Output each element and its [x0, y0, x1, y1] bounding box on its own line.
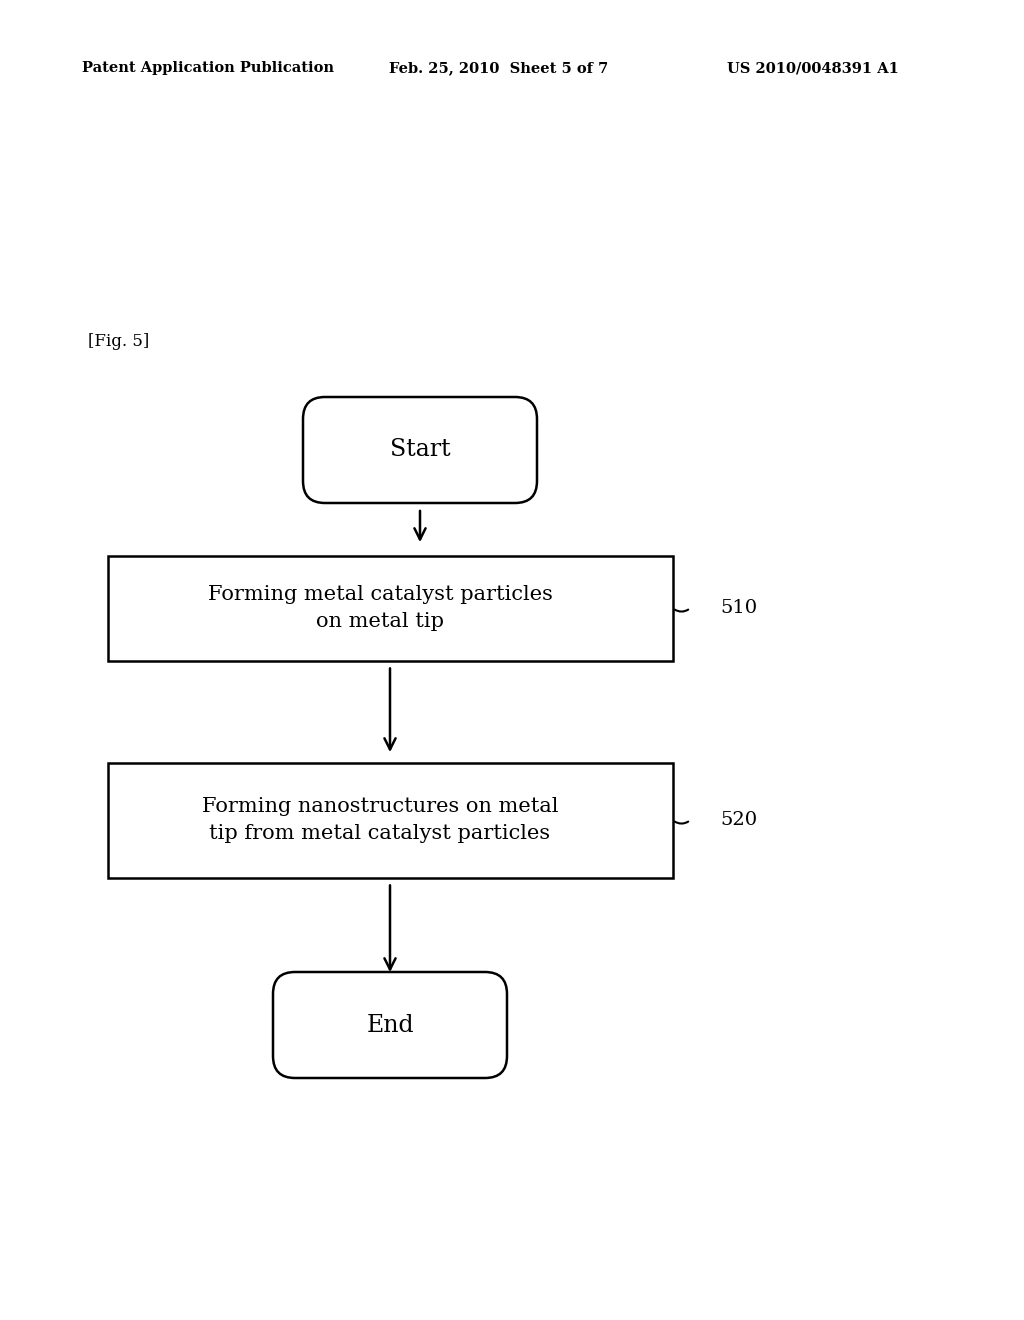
Text: Forming nanostructures on metal
tip from metal catalyst particles: Forming nanostructures on metal tip from…	[202, 797, 558, 842]
Bar	[108, 556, 673, 660]
Text: Feb. 25, 2010  Sheet 5 of 7: Feb. 25, 2010 Sheet 5 of 7	[389, 61, 608, 75]
Text: 510: 510	[721, 599, 758, 616]
Text: End: End	[367, 1014, 414, 1036]
Text: Patent Application Publication: Patent Application Publication	[82, 61, 334, 75]
FancyBboxPatch shape	[273, 972, 507, 1078]
Text: [Fig. 5]: [Fig. 5]	[88, 334, 150, 351]
Text: 520: 520	[721, 810, 758, 829]
Bar	[108, 763, 673, 878]
Text: Start: Start	[390, 438, 451, 462]
FancyBboxPatch shape	[303, 397, 537, 503]
Text: Forming metal catalyst particles
on metal tip: Forming metal catalyst particles on meta…	[208, 585, 552, 631]
Text: US 2010/0048391 A1: US 2010/0048391 A1	[727, 61, 899, 75]
